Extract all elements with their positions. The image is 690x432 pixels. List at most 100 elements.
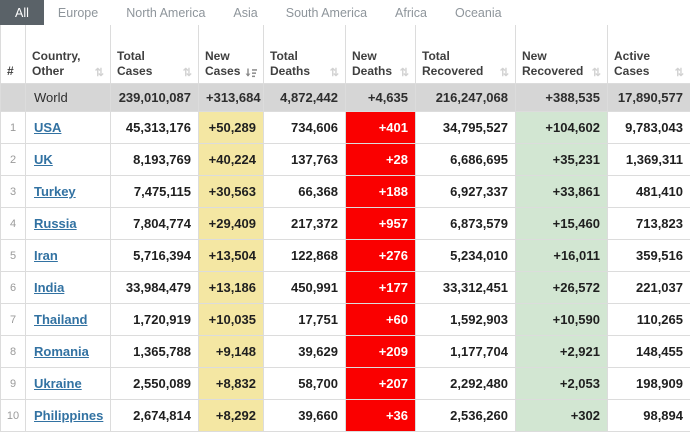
table-row: 5 Iran 5,716,394 +13,504 122,868 +276 5,234,01…: [0, 239, 690, 272]
cell-total-deaths: 450,991: [263, 271, 346, 304]
cell-active-cases: 713,823: [607, 207, 690, 240]
sort-both-arrows-icon: ⇅: [591, 67, 601, 79]
cell-total-deaths: 39,660: [263, 399, 346, 432]
cell-new-recovered: +388,535: [515, 83, 608, 112]
column-header-total-recovered[interactable]: Total Recovered ⇅: [415, 25, 516, 84]
column-header-label: Total Recovered: [422, 49, 484, 78]
cell-new-cases: +29,409: [198, 207, 264, 240]
cell-total-recovered: 2,292,480: [415, 367, 516, 400]
cell-country: Russia: [25, 207, 111, 240]
cell-country: Romania: [25, 335, 111, 368]
cell-new-recovered: +2,921: [515, 335, 608, 368]
cell-new-cases: +313,684: [198, 83, 264, 112]
cell-new-cases: +8,832: [198, 367, 264, 400]
cell-idx: 9: [0, 367, 26, 400]
tab-europe[interactable]: Europe: [57, 5, 99, 20]
country-link[interactable]: Romania: [34, 344, 89, 359]
sort-both-arrows-icon: ⇅: [329, 67, 339, 79]
country-link[interactable]: Philippines: [34, 408, 104, 423]
tab-north-america[interactable]: North America: [126, 5, 206, 20]
cell-total-recovered: 34,795,527: [415, 111, 516, 144]
cell-country: Ukraine: [25, 367, 111, 400]
country-link[interactable]: Ukraine: [34, 376, 82, 391]
country-link[interactable]: Russia: [34, 216, 77, 231]
cell-new-cases: +50,289: [198, 111, 264, 144]
cell-active-cases: 98,894: [607, 399, 690, 432]
cell-idx: 5: [0, 239, 26, 272]
cell-new-recovered: +15,460: [515, 207, 608, 240]
cell-total-recovered: 6,927,337: [415, 175, 516, 208]
cell-total-cases: 2,674,814: [110, 399, 199, 432]
cell-country: Iran: [25, 239, 111, 272]
cell-total-recovered: 1,177,704: [415, 335, 516, 368]
column-header-total-cases[interactable]: Total Cases ⇅: [110, 25, 199, 84]
tab-oceania[interactable]: Oceania: [455, 5, 502, 20]
cell-total-cases: 5,716,394: [110, 239, 199, 272]
country-link[interactable]: USA: [34, 120, 62, 135]
table-row: 4 Russia 7,804,774 +29,409 217,372 +957 6,873,…: [0, 207, 690, 240]
cell-idx: 6: [0, 271, 26, 304]
cell-active-cases: 1,369,311: [607, 143, 690, 176]
cell-total-cases: 2,550,089: [110, 367, 199, 400]
cell-country: India: [25, 271, 111, 304]
column-header-active-cases[interactable]: Active Cases ⇅: [607, 25, 690, 84]
country-link[interactable]: Iran: [34, 248, 58, 263]
cell-idx: 7: [0, 303, 26, 336]
column-header-new-cases[interactable]: New Cases: [198, 25, 264, 84]
cell-new-recovered: +26,572: [515, 271, 608, 304]
region-tabs: All Europe North America Asia South America A…: [0, 0, 690, 25]
cell-country: UK: [25, 143, 111, 176]
table-row: 7 Thailand 1,720,919 +10,035 17,751 +60 1,592,…: [0, 303, 690, 336]
cell-total-cases: 1,365,788: [110, 335, 199, 368]
cell-new-deaths: +60: [345, 303, 416, 336]
column-header-new-recovered[interactable]: New Recovered ⇅: [515, 25, 608, 84]
table-body: World 239,010,087 +313,684 4,872,442 +4,635 2…: [0, 83, 690, 432]
column-header-label: Total Cases: [117, 49, 153, 78]
cell-total-deaths: 137,763: [263, 143, 346, 176]
cell-total-deaths: 4,872,442: [263, 83, 346, 112]
cell-total-deaths: 217,372: [263, 207, 346, 240]
tab-asia[interactable]: Asia: [233, 5, 258, 20]
column-header-total-deaths[interactable]: Total Deaths ⇅: [263, 25, 346, 84]
cell-idx: [0, 83, 26, 112]
cell-total-deaths: 122,868: [263, 239, 346, 272]
cell-total-recovered: 1,592,903: [415, 303, 516, 336]
column-header-label: New Cases: [205, 49, 241, 78]
country-link[interactable]: UK: [34, 152, 53, 167]
cell-total-recovered: 2,536,260: [415, 399, 516, 432]
column-header-idx: #: [0, 25, 26, 84]
table-row: 1 USA 45,313,176 +50,289 734,606 +401 34,795,5…: [0, 111, 690, 144]
cell-new-recovered: +104,602: [515, 111, 608, 144]
cell-new-recovered: +33,861: [515, 175, 608, 208]
header-row: # Country, Other ⇅ Total Cases ⇅ New Cases Tot…: [0, 25, 690, 84]
cell-country: Thailand: [25, 303, 111, 336]
cell-new-recovered: +35,231: [515, 143, 608, 176]
cell-idx: 8: [0, 335, 26, 368]
country-link[interactable]: India: [34, 280, 65, 295]
sort-both-arrows-icon: ⇅: [182, 67, 192, 79]
cell-new-recovered: +302: [515, 399, 608, 432]
table-row: 2 UK 8,193,769 +40,224 137,763 +28 6,686,695 +3…: [0, 143, 690, 176]
tab-all[interactable]: All: [0, 0, 44, 25]
cell-new-recovered: +10,590: [515, 303, 608, 336]
cell-new-deaths: +401: [345, 111, 416, 144]
country-link[interactable]: Thailand: [34, 312, 88, 327]
cell-total-recovered: 216,247,068: [415, 83, 516, 112]
column-header-country[interactable]: Country, Other ⇅: [25, 25, 111, 84]
cell-total-cases: 7,804,774: [110, 207, 199, 240]
cell-total-cases: 7,475,115: [110, 175, 199, 208]
tab-africa[interactable]: Africa: [395, 5, 427, 20]
column-header-label: Active Cases: [614, 49, 651, 78]
cell-total-recovered: 5,234,010: [415, 239, 516, 272]
column-header-new-deaths[interactable]: New Deaths ⇅: [345, 25, 416, 84]
cell-total-cases: 33,984,479: [110, 271, 199, 304]
cell-new-cases: +13,186: [198, 271, 264, 304]
cell-country: Turkey: [25, 175, 111, 208]
tab-south-america[interactable]: South America: [285, 5, 368, 20]
cell-new-cases: +30,563: [198, 175, 264, 208]
cell-total-cases: 239,010,087: [110, 83, 199, 112]
cell-active-cases: 481,410: [607, 175, 690, 208]
column-header-label: New Recovered: [522, 49, 584, 78]
country-link[interactable]: Turkey: [34, 184, 76, 199]
